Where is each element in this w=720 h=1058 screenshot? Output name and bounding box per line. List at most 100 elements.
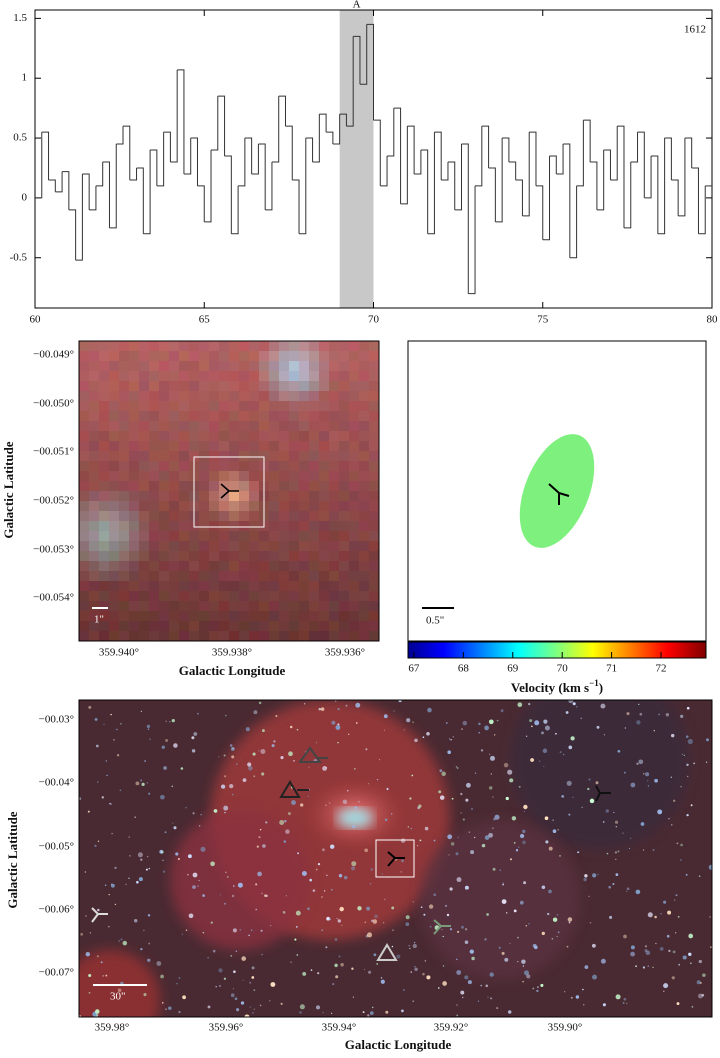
- pixel: [179, 461, 189, 471]
- pixel: [119, 521, 129, 531]
- pixel: [99, 601, 109, 611]
- star: [185, 929, 188, 931]
- star: [462, 996, 464, 999]
- pixel: [299, 501, 309, 511]
- star: [315, 1005, 321, 1010]
- pixel: [109, 401, 119, 411]
- star: [522, 980, 524, 983]
- pixel: [199, 521, 209, 531]
- pixel: [119, 461, 129, 471]
- step: [285, 125, 293, 180]
- pixel: [99, 381, 109, 391]
- star: [334, 963, 338, 968]
- pixel: [109, 521, 119, 531]
- pixel: [209, 451, 219, 461]
- star: [176, 983, 178, 985]
- star: [448, 854, 450, 856]
- step: [251, 144, 259, 175]
- pixel: [359, 521, 369, 531]
- pixel: [129, 621, 139, 631]
- star: [708, 864, 712, 870]
- star: [439, 795, 445, 800]
- pixel: [259, 361, 269, 371]
- step: [569, 185, 578, 259]
- star: [113, 739, 115, 741]
- pixel: [109, 541, 119, 551]
- star: [315, 868, 318, 871]
- star: [519, 833, 525, 839]
- star: [218, 968, 223, 973]
- pixel: [179, 341, 189, 351]
- pixel: [229, 371, 239, 381]
- star: [670, 776, 672, 778]
- star: [513, 842, 516, 844]
- star: [236, 1008, 240, 1012]
- pixel: [239, 351, 249, 361]
- pixel: [119, 571, 129, 581]
- pixel: [89, 471, 99, 481]
- pixel: [289, 491, 299, 501]
- pixel: [129, 351, 139, 361]
- pixel: [139, 611, 149, 621]
- y-tick-label: -0.5: [10, 251, 28, 263]
- star: [162, 1002, 164, 1004]
- pixel: [219, 471, 229, 481]
- pixel: [359, 631, 369, 641]
- star: [666, 934, 670, 938]
- pixel: [109, 511, 119, 521]
- pixel: [179, 561, 189, 571]
- star: [198, 825, 201, 827]
- pixel: [279, 541, 289, 551]
- pixel: [369, 521, 379, 531]
- step: [305, 137, 314, 162]
- pixel: [169, 571, 179, 581]
- step: [197, 185, 205, 222]
- pixel: [169, 531, 179, 541]
- pixel: [99, 591, 109, 601]
- pixel: [279, 571, 289, 581]
- star: [371, 1006, 374, 1009]
- star: [173, 743, 178, 748]
- pixel: [199, 511, 209, 521]
- pixel: [169, 561, 179, 571]
- pixel: [89, 621, 99, 631]
- star: [384, 898, 386, 900]
- pixel: [339, 501, 349, 511]
- pixel: [219, 401, 229, 411]
- pixel: [209, 621, 219, 631]
- step: [217, 95, 226, 157]
- step: [502, 137, 510, 162]
- pixel: [299, 341, 309, 351]
- star: [114, 866, 117, 870]
- star: [450, 738, 452, 741]
- markers: [91, 746, 611, 961]
- pixel: [249, 561, 259, 571]
- pixel: [299, 371, 309, 381]
- star: [462, 818, 465, 821]
- step: [691, 167, 699, 234]
- star: [644, 945, 647, 948]
- step: [82, 173, 90, 210]
- star: [644, 949, 648, 953]
- step: [454, 144, 463, 211]
- pixel: [159, 361, 169, 371]
- pixel: [359, 581, 369, 591]
- star: [636, 762, 639, 765]
- pixel: [109, 531, 119, 541]
- pixel: [339, 391, 349, 401]
- star: [339, 906, 344, 912]
- star: [678, 963, 681, 966]
- pixel: [339, 461, 349, 471]
- pixel: [289, 611, 299, 621]
- pixel: [279, 521, 289, 531]
- step: [258, 143, 266, 210]
- step: [204, 150, 212, 223]
- pixel: [309, 621, 319, 631]
- step: [62, 171, 70, 210]
- pixel: [199, 561, 209, 571]
- star: [392, 929, 394, 931]
- colorbar-tick-label: 67: [408, 663, 420, 675]
- star: [355, 722, 358, 724]
- pixel: [349, 501, 359, 511]
- star: [105, 760, 108, 762]
